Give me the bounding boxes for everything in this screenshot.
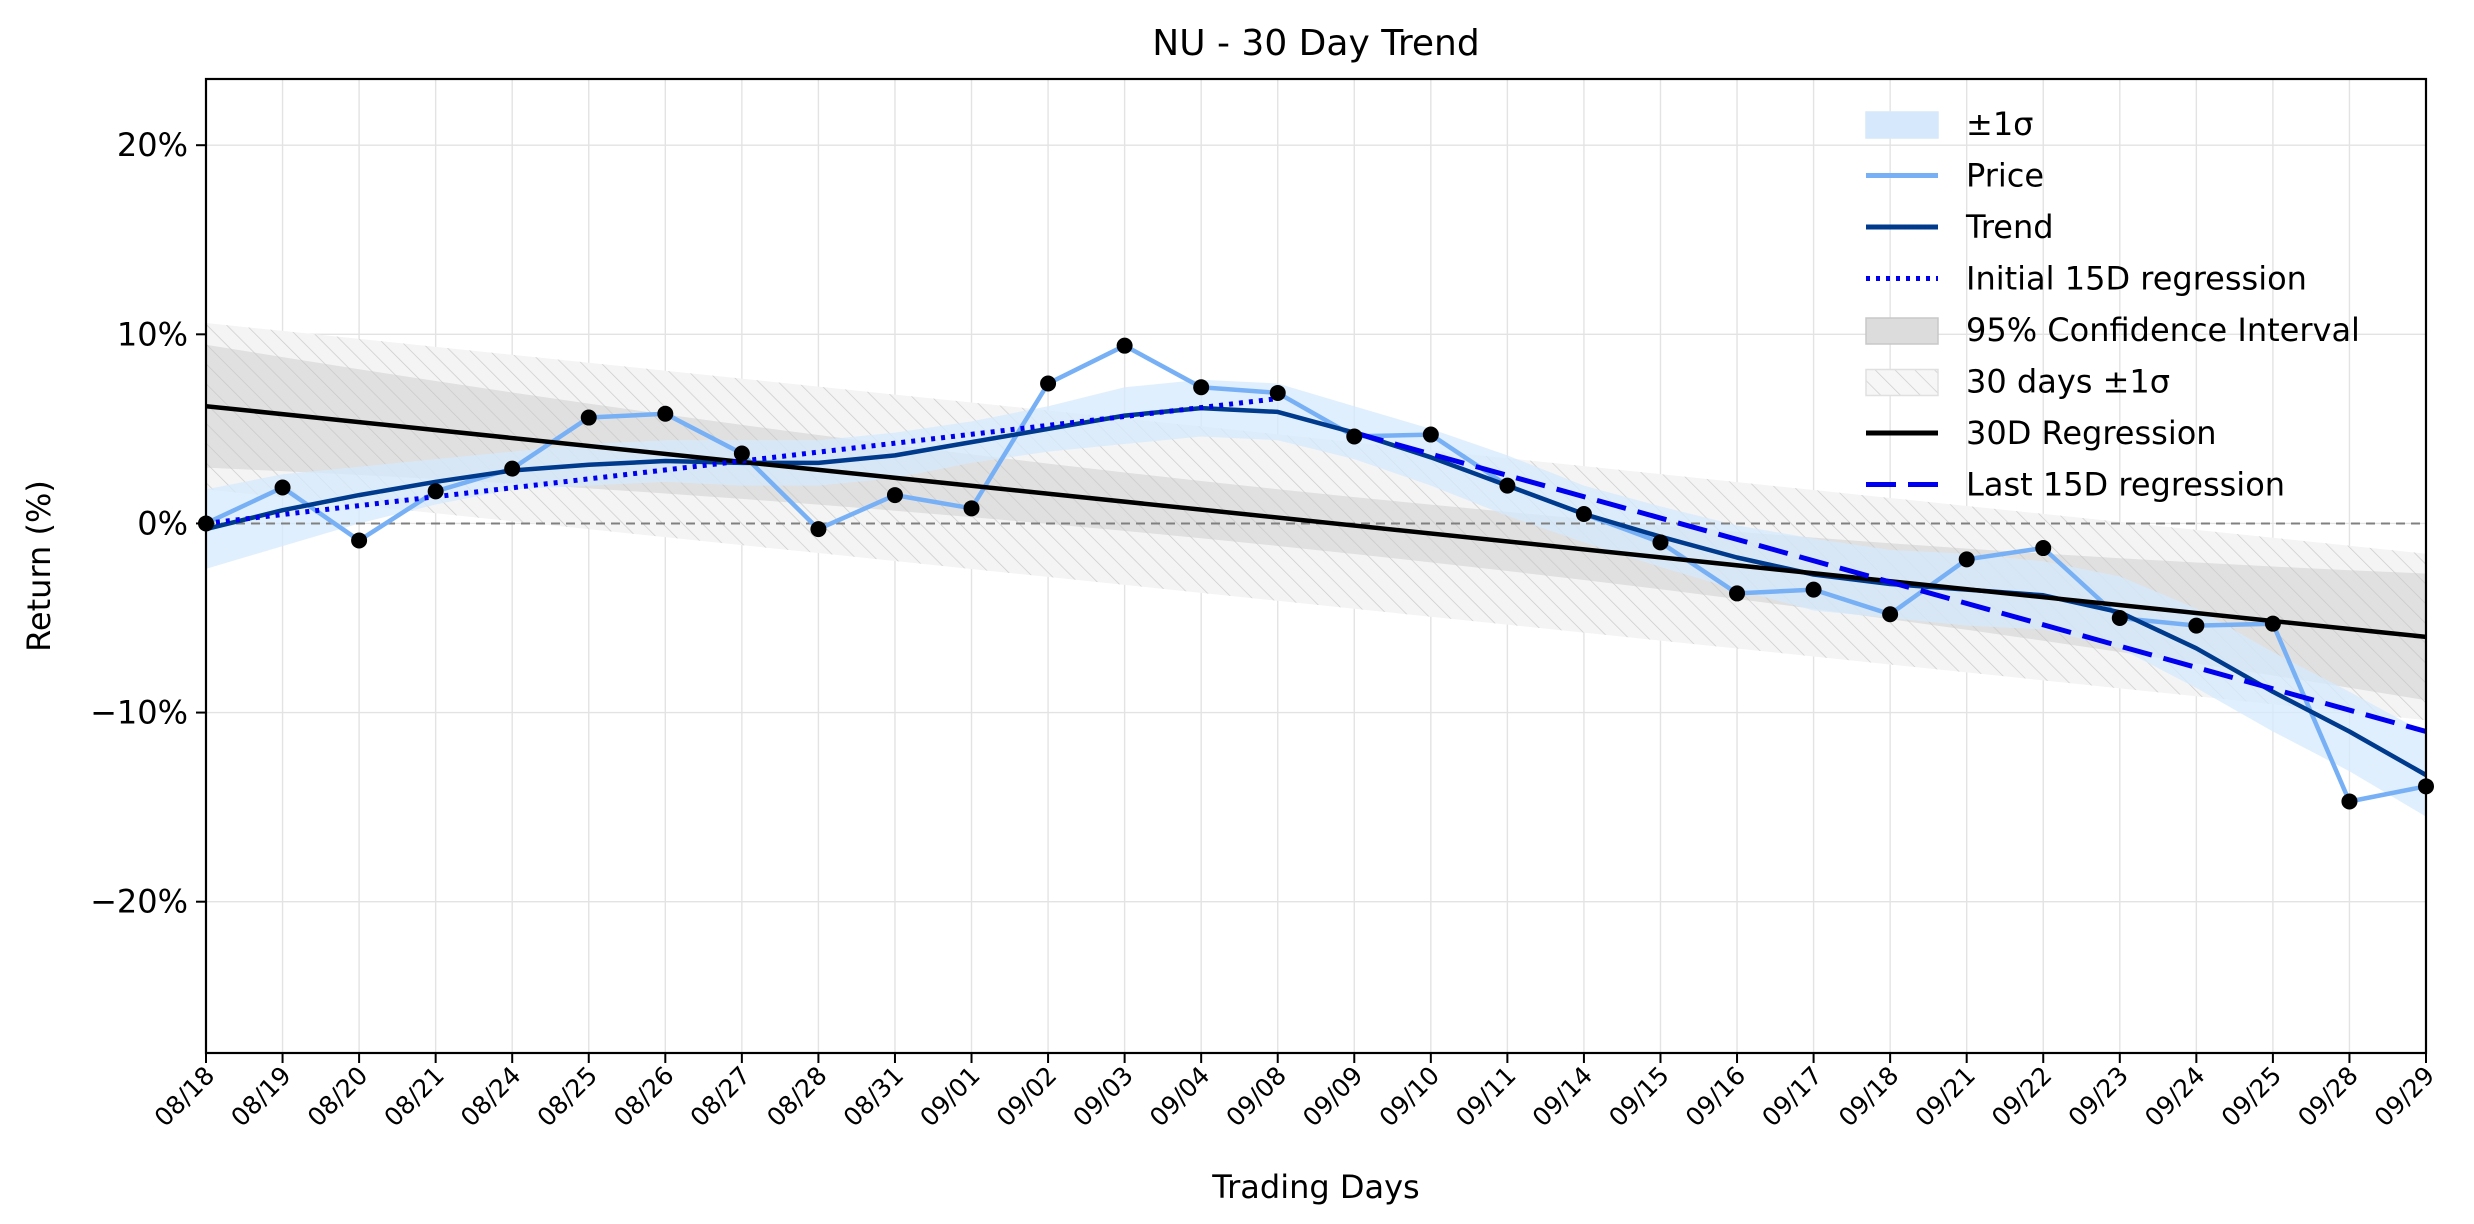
price-point: [657, 405, 674, 422]
x-tick-label: 09/29: [2369, 1061, 2440, 1132]
x-tick-label: 09/17: [1756, 1061, 1827, 1132]
legend-label: Initial 15D regression: [1966, 260, 2307, 298]
x-tick-label: 08/19: [225, 1061, 296, 1132]
x-tick-label: 08/28: [761, 1061, 832, 1132]
price-point: [733, 445, 750, 462]
price-point: [1958, 551, 1975, 568]
price-point: [2188, 617, 2205, 634]
price-point: [274, 479, 291, 496]
x-tick-label: 09/08: [1221, 1061, 1292, 1132]
price-point: [504, 460, 521, 477]
x-tick-label: 09/21: [1909, 1061, 1980, 1132]
price-point: [1346, 428, 1363, 445]
legend-swatch: [1865, 317, 1939, 345]
x-tick-label: 08/25: [532, 1061, 603, 1132]
y-tick-label: −20%: [90, 883, 188, 921]
x-tick-label: 09/01: [914, 1061, 985, 1132]
x-tick-label: 08/21: [378, 1061, 449, 1132]
chart-title: NU - 30 Day Trend: [1152, 23, 1479, 64]
price-points: [198, 337, 2434, 810]
x-tick-label: 09/22: [1986, 1061, 2057, 1132]
price-point: [2264, 615, 2281, 632]
x-tick-label: 09/11: [1450, 1061, 1521, 1132]
x-tick-label: 09/24: [2139, 1061, 2210, 1132]
legend-label: 30D Regression: [1966, 414, 2217, 452]
price-point: [1499, 477, 1516, 494]
x-tick-label: 09/10: [1374, 1061, 1445, 1132]
x-tick-label: 08/26: [608, 1061, 679, 1132]
y-axis-label: Return (%): [20, 480, 58, 652]
price-point: [580, 409, 597, 426]
legend-label: ±1σ: [1966, 105, 2033, 143]
legend: ±1σ Price Trend Initial 15D regression 95% C…: [1865, 105, 2360, 504]
price-point: [2035, 540, 2052, 557]
price-point: [1193, 379, 1210, 396]
x-tick-label: 08/31: [838, 1061, 909, 1132]
price-point: [2341, 793, 2358, 810]
plot-frame: [204, 77, 2428, 1055]
regression-30d-line: [206, 403, 2426, 640]
x-tick-label: 09/28: [2292, 1061, 2363, 1132]
x-tick-label: 08/27: [685, 1061, 756, 1132]
price-point: [2111, 610, 2128, 627]
price-point: [1422, 426, 1439, 443]
x-tick-label: 08/18: [149, 1061, 220, 1132]
price-point: [1116, 337, 1133, 354]
sigma-band: [206, 379, 2426, 817]
x-tick-label: 09/16: [1680, 1061, 1751, 1132]
legend-label: Trend: [1965, 208, 2054, 246]
x-tick-label: 09/14: [1527, 1061, 1598, 1132]
y-tick-label: 10%: [117, 315, 188, 353]
price-point: [1805, 581, 1822, 598]
legend-label: 30 days ±1σ: [1966, 363, 2170, 401]
x-tick-label: 09/23: [2063, 1061, 2134, 1132]
y-tick-label: 0%: [137, 504, 188, 542]
x-tick-label: 09/15: [1603, 1061, 1674, 1132]
price-point: [427, 483, 444, 500]
x-axis-label: Trading Days: [1211, 1168, 1419, 1206]
price-point: [886, 487, 903, 504]
last-15d-regression-line: [1353, 430, 2426, 734]
price-point: [963, 500, 980, 517]
x-tick-label: 09/03: [1067, 1061, 1138, 1132]
x-tick-label: 09/25: [2216, 1061, 2287, 1132]
price-line: [206, 343, 2426, 804]
legend-label: Last 15D regression: [1966, 466, 2285, 504]
price-point: [1575, 505, 1592, 522]
y-axis-ticks: 20% 10% 0% −10% −20%: [90, 126, 206, 921]
price-point: [1269, 384, 1286, 401]
legend-swatch: [1865, 368, 1939, 397]
x-tick-label: 08/24: [455, 1061, 526, 1132]
x-tick-label: 09/18: [1833, 1061, 1904, 1132]
price-point: [1652, 534, 1669, 551]
legend-label: 95% Confidence Interval: [1966, 311, 2360, 349]
x-tick-label: 09/02: [991, 1061, 1062, 1132]
lines-layer: [206, 343, 2426, 804]
x-axis-ticks: 08/18 08/19 08/20 08/21 08/24 08/25 08/26 08/27…: [149, 1053, 2440, 1132]
price-point: [351, 532, 368, 549]
y-tick-label: 20%: [117, 126, 188, 164]
x-tick-label: 09/09: [1297, 1061, 1368, 1132]
price-point: [1882, 606, 1899, 623]
legend-swatch: [1865, 111, 1939, 139]
x-tick-label: 09/04: [1144, 1061, 1215, 1132]
legend-label: Price: [1966, 157, 2044, 195]
x-tick-label: 08/20: [302, 1061, 373, 1132]
price-point: [1040, 375, 1057, 392]
price-point: [1729, 585, 1746, 602]
price-point: [810, 521, 827, 538]
y-tick-label: −10%: [90, 694, 188, 732]
